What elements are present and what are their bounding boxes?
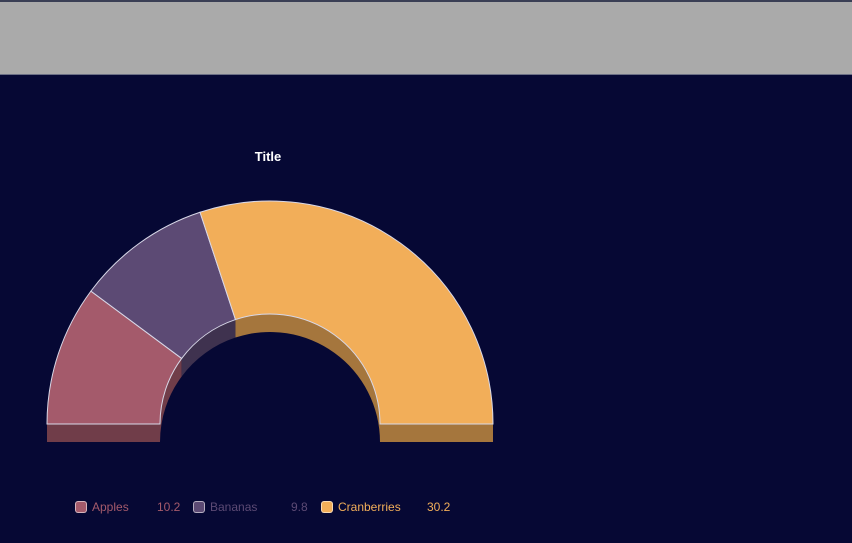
- slice-inner-wall-apples: [160, 358, 182, 442]
- legend-label: Cranberries: [338, 500, 401, 514]
- slice-cranberries[interactable]: [199, 200, 494, 425]
- legend-swatch: [75, 501, 87, 513]
- legend-value: 9.8: [291, 500, 308, 514]
- legend-value: 30.2: [427, 500, 451, 514]
- slice-base-cranberries: [380, 424, 493, 442]
- legend-swatch: [193, 501, 205, 513]
- chart-title: Title: [254, 149, 282, 164]
- slice-inner-wall-bananas: [181, 319, 236, 377]
- legend-swatch: [321, 501, 333, 513]
- top-bar: [0, 0, 852, 75]
- slice-base-apples: [47, 424, 160, 442]
- chart-panel: Title Apples 10.2 Bananas 9.8 Cranberries 30.…: [0, 75, 852, 543]
- legend-value: 10.2: [157, 500, 181, 514]
- legend-label: Bananas: [210, 500, 258, 514]
- chart-canvas: [46, 200, 494, 442]
- slice-inner-wall-cranberries: [235, 314, 380, 442]
- legend-label: Apples: [92, 500, 129, 514]
